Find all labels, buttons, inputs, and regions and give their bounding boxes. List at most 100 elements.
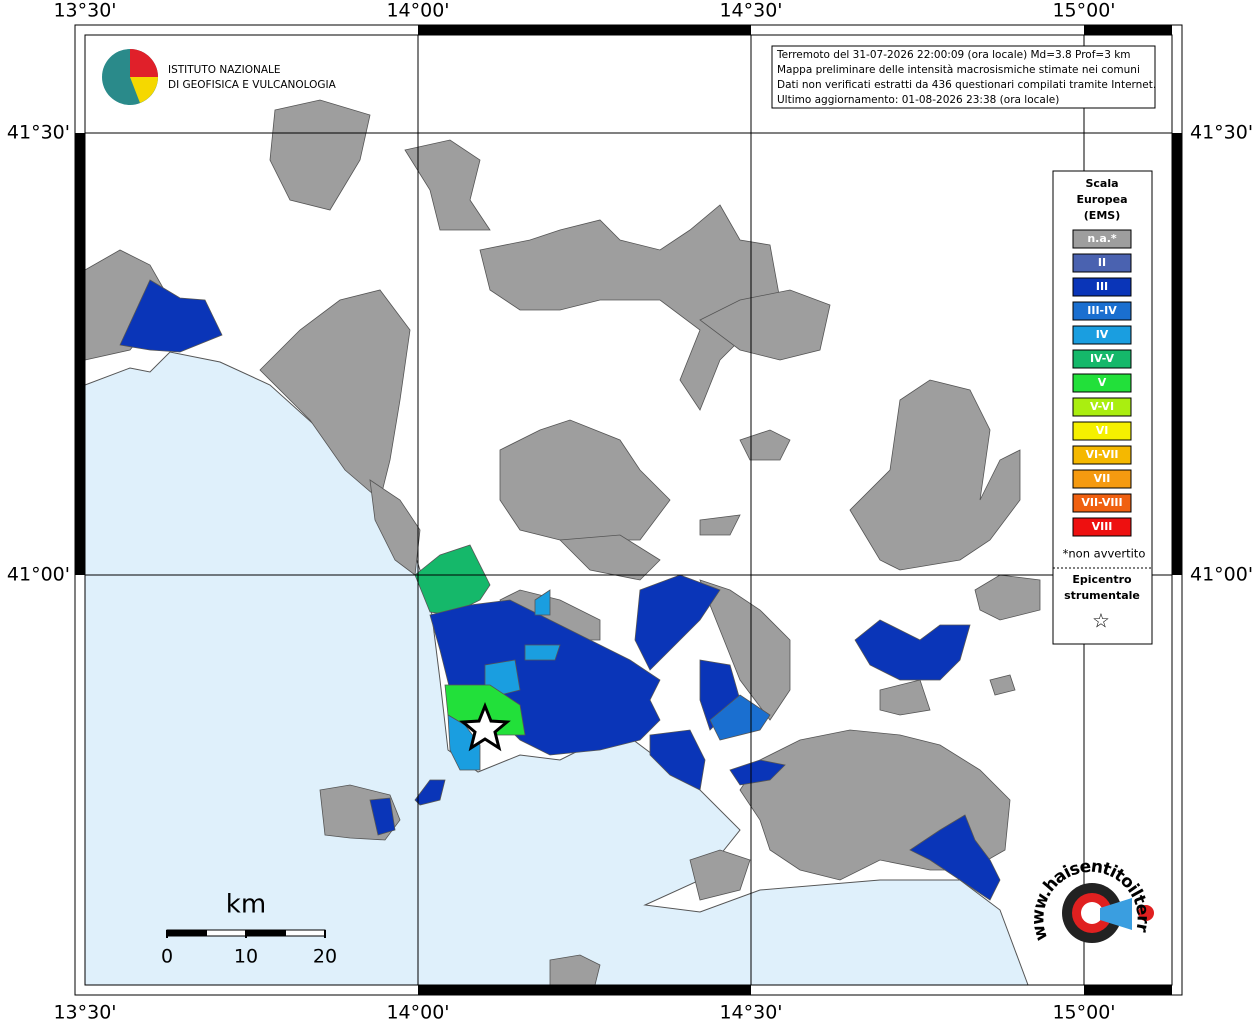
legend-label: VI-VII [1085,448,1118,461]
municipality [699,579,791,721]
lon-label: 14°00' [386,1002,449,1024]
lon-label: 14°30' [719,0,782,22]
legend-swatch [1072,517,1132,537]
legend-label: V [1098,376,1107,389]
legend-title: Europea [1076,193,1127,206]
legend-label: IV-V [1090,352,1115,365]
municipality [989,674,1016,696]
frame-band [1084,985,1172,995]
info-line: Ultimo aggiornamento: 01-08-2026 23:38 (… [777,94,1059,106]
logo-text: DI GEOFISICA E VULCANOLOGIA [168,79,337,91]
municipality [484,659,521,696]
site-logo-badge [1138,905,1154,921]
legend-swatch [1072,445,1132,465]
scale-label: 10 [234,946,258,968]
municipality [649,729,706,791]
municipality [879,679,931,716]
frame-band [75,133,85,575]
legend-epicenter: strumentale [1064,589,1140,602]
legend-note: *non avvertito [1063,547,1146,561]
municipality [559,534,661,581]
epicenter-star [459,701,511,752]
municipality [534,589,551,616]
lat-label: 41°30' [1190,122,1253,144]
lon-label: 14°00' [386,0,449,22]
legend-swatch [1072,469,1132,489]
frame-band [418,985,751,995]
frame-band [1084,25,1172,35]
municipality [269,99,371,211]
legend-swatch [1072,373,1132,393]
lon-label: 15°00' [1052,1002,1115,1024]
info-line: Dati non verificati estratti da 436 ques… [777,79,1156,91]
legend-swatch [1072,229,1132,249]
municipality [699,514,741,536]
legend-label: VIII [1092,520,1113,533]
lat-label: 41°30' [7,122,70,144]
scale-label: 0 [161,946,173,968]
scale-label: 20 [313,946,337,968]
legend-label: VII-VIII [1081,496,1122,509]
legend-label: n.a.* [1087,232,1117,245]
municipality [854,619,971,681]
municipality [729,759,786,786]
municipality [524,644,561,661]
lon-label: 15°00' [1052,0,1115,22]
legend-label: III-IV [1087,304,1117,317]
municipality [404,139,491,231]
legend-swatch [1072,253,1132,273]
lon-label: 13°30' [53,1002,116,1024]
logo-text: ISTITUTO NAZIONALE [168,64,281,76]
municipality [849,379,1021,571]
legend-label: VII [1094,472,1111,485]
scale-segment [206,929,247,937]
legend-swatch [1072,493,1132,513]
legend-label: IV [1096,328,1109,341]
logo-globe-part [130,77,158,103]
legend-label: V-VI [1090,400,1114,413]
frame-band [418,25,751,35]
municipality [689,849,751,901]
municipality [739,429,791,461]
info-line: Terremoto del 31-07-2026 22:00:09 (ora l… [776,49,1131,61]
lon-label: 14°30' [719,1002,782,1024]
municipality [369,797,396,836]
legend-epicenter: Epicentro [1072,573,1132,586]
site-logo-horn [1100,898,1132,930]
logo-globe-part [130,49,158,77]
lon-label: 13°30' [53,0,116,22]
legend-swatch [1072,301,1132,321]
sea [84,351,1029,986]
scale-segment [285,929,326,937]
lat-label: 41°00' [1190,564,1253,586]
info-box [771,45,1156,109]
info-line: Mappa preliminare delle intensità macros… [777,64,1140,76]
legend-swatch [1072,325,1132,345]
municipality [699,289,831,361]
legend-title: Scala [1085,177,1118,190]
scale-segment [166,929,207,937]
lat-label: 41°00' [7,564,70,586]
municipality [499,419,671,541]
municipality [259,289,411,501]
municipality [414,779,446,806]
legend-star: ☆ [1092,609,1110,633]
legend-label: VI [1096,424,1109,437]
municipality [709,694,771,741]
legend-title: (EMS) [1084,209,1120,222]
frame-band [1172,133,1182,575]
legend-label: II [1098,256,1106,269]
legend-label: III [1096,280,1108,293]
scale-segment [245,929,286,937]
legend-swatch [1072,277,1132,297]
municipality [119,279,223,353]
municipality [549,954,601,986]
legend-swatch [1072,397,1132,417]
municipality [634,574,721,671]
municipality [414,544,491,616]
scale-unit: km [226,890,266,920]
site-logo-ring [1081,902,1103,924]
legend-swatch [1072,349,1132,369]
